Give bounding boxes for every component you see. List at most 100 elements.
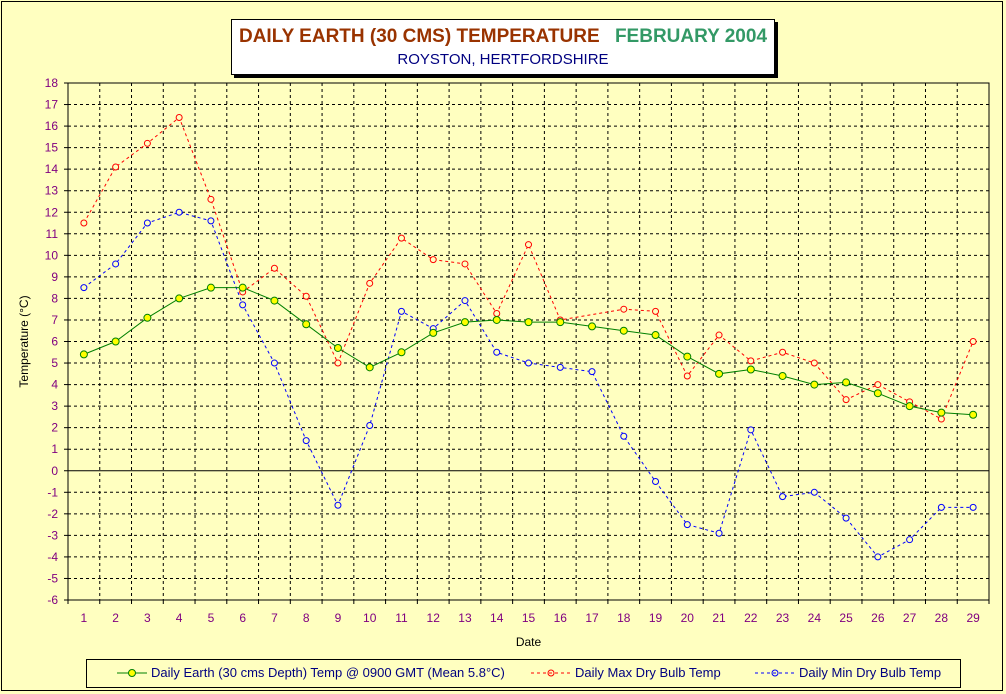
x-tick-label: 8 (303, 611, 310, 625)
data-point-s1-23 (779, 348, 787, 356)
y-tick-label: -2 (47, 507, 58, 521)
data-point-s2-24 (810, 488, 818, 496)
data-point-s1-26 (874, 381, 882, 389)
plot-area (67, 82, 990, 601)
data-point-s2-27 (906, 536, 914, 544)
data-point-s0-14 (492, 315, 501, 324)
data-point-s0-5 (206, 283, 215, 292)
y-tick-label: 16 (45, 119, 59, 133)
data-point-s2-2 (112, 260, 120, 268)
data-point-s1-7 (270, 264, 278, 272)
data-point-s0-21 (715, 369, 724, 378)
data-point-s2-1 (80, 284, 88, 292)
data-point-s0-10 (365, 363, 374, 372)
data-point-s2-11 (397, 307, 405, 315)
data-point-s1-24 (810, 359, 818, 367)
y-tick-label: 17 (45, 98, 59, 112)
data-point-s1-18 (620, 305, 628, 313)
y-tick-label: 13 (45, 184, 59, 198)
y-tick-label: 1 (51, 442, 58, 456)
y-tick-label: -5 (47, 571, 58, 585)
y-tick-label: 15 (45, 141, 59, 155)
data-point-s1-12 (429, 256, 437, 264)
y-axis-label: Temperature (°C) (17, 295, 31, 387)
data-point-s1-5 (207, 195, 215, 203)
y-tick-label: 3 (51, 399, 58, 413)
data-point-s0-25 (842, 378, 851, 387)
data-point-s1-1 (80, 219, 88, 227)
data-point-s1-22 (747, 357, 755, 365)
data-point-s0-24 (810, 380, 819, 389)
data-point-s0-9 (333, 343, 342, 352)
y-tick-label: 14 (45, 162, 59, 176)
x-tick-label: 3 (144, 611, 151, 625)
legend-item-min: Daily Min Dry Bulb Temp (755, 665, 941, 680)
data-point-s1-15 (525, 241, 532, 249)
x-tick-label: 13 (458, 611, 472, 625)
data-point-s2-16 (556, 363, 564, 371)
x-tick-label: 25 (839, 611, 853, 625)
data-point-s1-8 (302, 292, 310, 300)
data-point-s0-23 (778, 371, 787, 380)
x-tick-label: 23 (776, 611, 790, 625)
y-tick-label: -4 (47, 550, 58, 564)
data-point-s2-6 (239, 301, 247, 309)
data-point-s2-7 (270, 359, 278, 367)
y-tick-label: 12 (45, 205, 59, 219)
legend-item-earth: Daily Earth (30 cms Depth) Temp @ 0900 G… (117, 665, 505, 680)
data-point-s1-3 (143, 139, 151, 147)
data-point-s1-19 (652, 307, 660, 315)
data-point-s0-4 (175, 294, 184, 303)
chart-title-box: DAILY EARTH (30 CMS) TEMPERATURE FEBRUAR… (231, 19, 775, 75)
data-point-s2-26 (874, 553, 882, 561)
x-tick-label: 9 (335, 611, 342, 625)
data-point-s0-22 (746, 365, 755, 374)
data-point-s1-10 (366, 279, 374, 287)
x-tick-label: 19 (649, 611, 663, 625)
data-point-s0-16 (556, 318, 565, 327)
data-point-s0-15 (524, 318, 533, 327)
y-tick-label: 10 (45, 248, 59, 262)
data-point-s2-8 (302, 437, 310, 445)
data-point-s0-8 (302, 320, 311, 329)
data-point-s1-13 (461, 260, 469, 268)
data-point-s1-9 (334, 359, 342, 367)
x-tick-label: 24 (808, 611, 822, 625)
data-point-s1-29 (969, 338, 977, 345)
x-tick-label: 22 (744, 611, 758, 625)
data-point-s2-13 (461, 297, 469, 305)
x-tick-label: 18 (617, 611, 631, 625)
data-point-s0-20 (683, 352, 692, 361)
legend-item-max: Daily Max Dry Bulb Temp (531, 665, 721, 680)
data-point-s0-18 (619, 326, 628, 335)
y-tick-label: 8 (51, 291, 58, 305)
legend-marker-max (531, 669, 571, 676)
x-tick-label: 14 (490, 611, 504, 625)
y-tick-label: 5 (51, 356, 58, 370)
data-point-s0-3 (143, 313, 152, 322)
x-tick-label: 17 (585, 611, 599, 625)
legend-label-max: Daily Max Dry Bulb Temp (575, 665, 721, 680)
data-point-s1-25 (842, 396, 850, 404)
y-tick-label: 0 (51, 464, 58, 478)
data-point-s0-13 (460, 318, 469, 327)
x-tick-label: 28 (935, 611, 949, 625)
data-point-s2-18 (620, 432, 628, 440)
data-point-s0-7 (270, 296, 279, 305)
x-tick-label: 26 (871, 611, 885, 625)
y-tick-label: -3 (47, 528, 58, 542)
data-point-s2-28 (937, 503, 945, 511)
data-point-s1-21 (715, 331, 723, 339)
data-point-s2-5 (207, 217, 215, 225)
data-point-s2-29 (969, 503, 977, 511)
data-point-s2-21 (715, 529, 723, 537)
x-tick-label: 27 (903, 611, 917, 625)
x-tick-label: 7 (271, 611, 278, 625)
data-point-s1-11 (397, 234, 405, 242)
legend-label-min: Daily Min Dry Bulb Temp (799, 665, 942, 680)
data-point-s0-1 (79, 350, 88, 359)
chart-subtitle: ROYSTON, HERTFORDSHIRE (397, 51, 609, 68)
chart-title-date: FEBRUARY 2004 (614, 26, 768, 47)
y-tick-label: 11 (46, 227, 59, 241)
data-point-s2-14 (493, 348, 501, 356)
